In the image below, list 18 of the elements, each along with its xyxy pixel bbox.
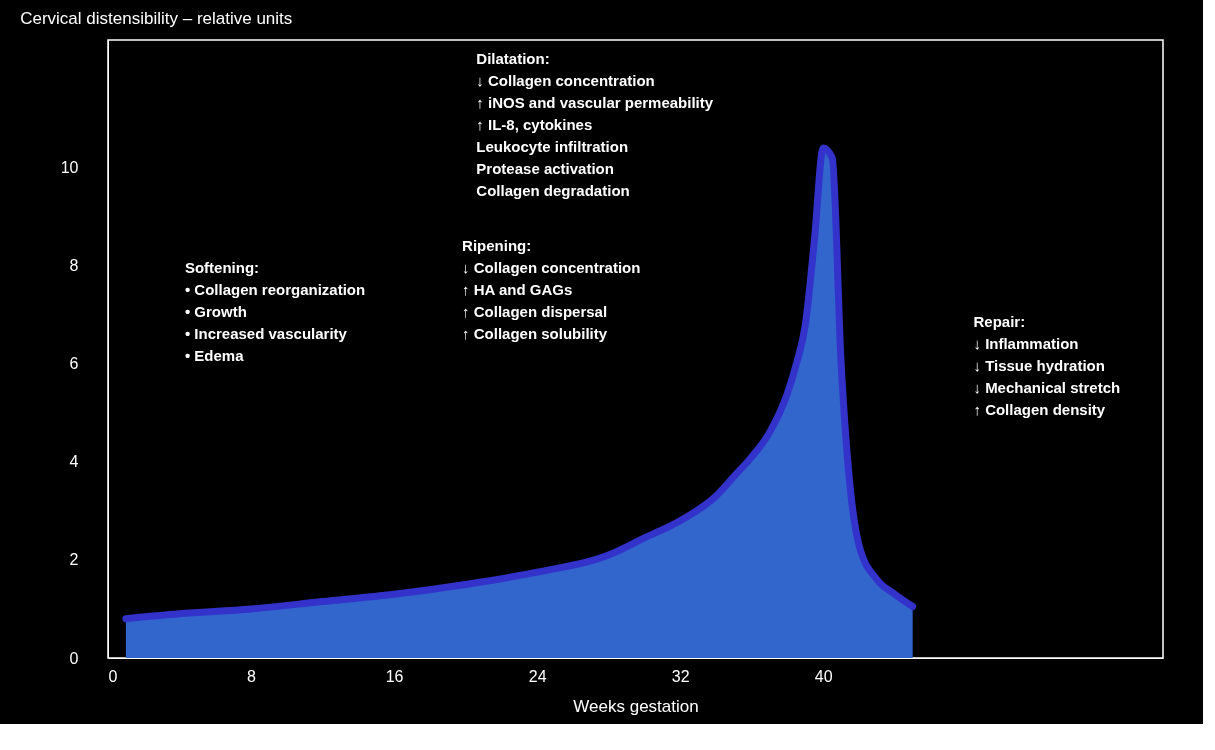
x-axis-title: Weeks gestation [573,696,699,716]
annotation: Dilatation: ↓ Collagen concentration ↑ iNOS and vascular permeability ↑ IL-8, cytokines Leukocyte infiltration Protease activation Collagen degradation [476,50,714,200]
chart-title: Cervical distensibility – relative units [20,9,293,28]
x-tick-label: 24 [528,667,547,685]
x-tick-label: 8 [247,667,257,685]
y-tick-label: 4 [69,453,79,471]
y-tick-label: 2 [69,551,79,569]
x-tick-label: 0 [108,667,118,685]
annotation: Ripening: ↓ Collagen concentration ↑ HA and GAGs ↑ Collagen dispersal ↑ Collagen solubility [462,236,641,342]
annotation: Repair: ↓ Inflammation ↓ Tissue hydration ↓ Mechanical stretch ↑ Collagen density [973,312,1121,418]
y-tick-label: 0 [69,649,79,667]
y-tick-label: 6 [69,355,79,373]
x-tick-label: 32 [671,667,690,685]
x-tick-label: 40 [814,667,833,685]
y-tick-label: 8 [69,257,79,275]
x-tick-label: 16 [385,667,404,685]
y-tick-label: 10 [60,159,79,177]
annotation: Softening: • Collagen reorganization • Growth • Increased vascularity • Edema [184,258,366,364]
